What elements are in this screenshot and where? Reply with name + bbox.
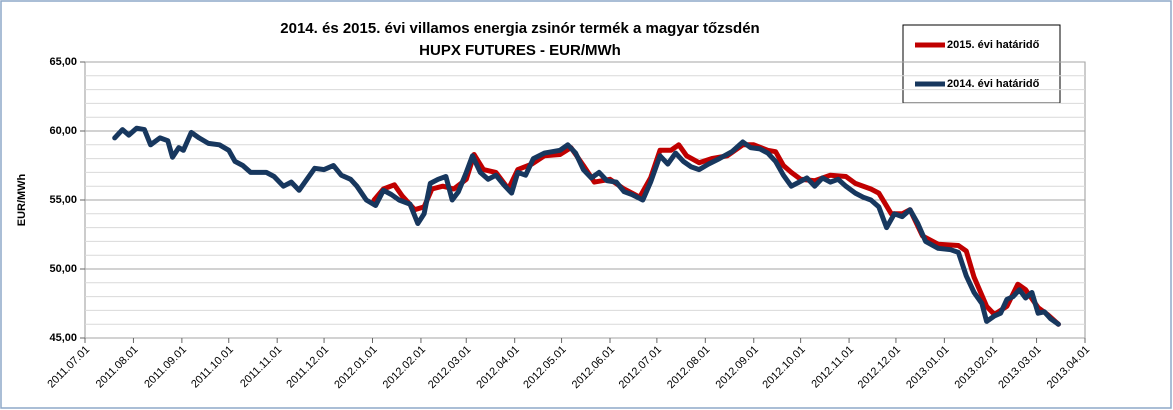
y-tick-label: 45,00: [49, 332, 77, 344]
chart-subtitle: HUPX FUTURES - EUR/MWh: [419, 42, 621, 59]
legend-label: 2014. évi határidő: [947, 78, 1040, 90]
y-tick-label: 65,00: [49, 56, 77, 68]
line-series: [112, 125, 1061, 327]
y-tick-label: 60,00: [49, 125, 77, 137]
chart-title: 2014. és 2015. évi villamos energia zsin…: [280, 20, 759, 37]
y-axis-label: EUR/MWh: [16, 173, 28, 226]
legend: [902, 24, 1061, 104]
y-tick-label: 50,00: [49, 263, 77, 275]
legend-label: 2015. évi határidő: [947, 39, 1040, 51]
y-tick-label: 55,00: [49, 194, 77, 206]
